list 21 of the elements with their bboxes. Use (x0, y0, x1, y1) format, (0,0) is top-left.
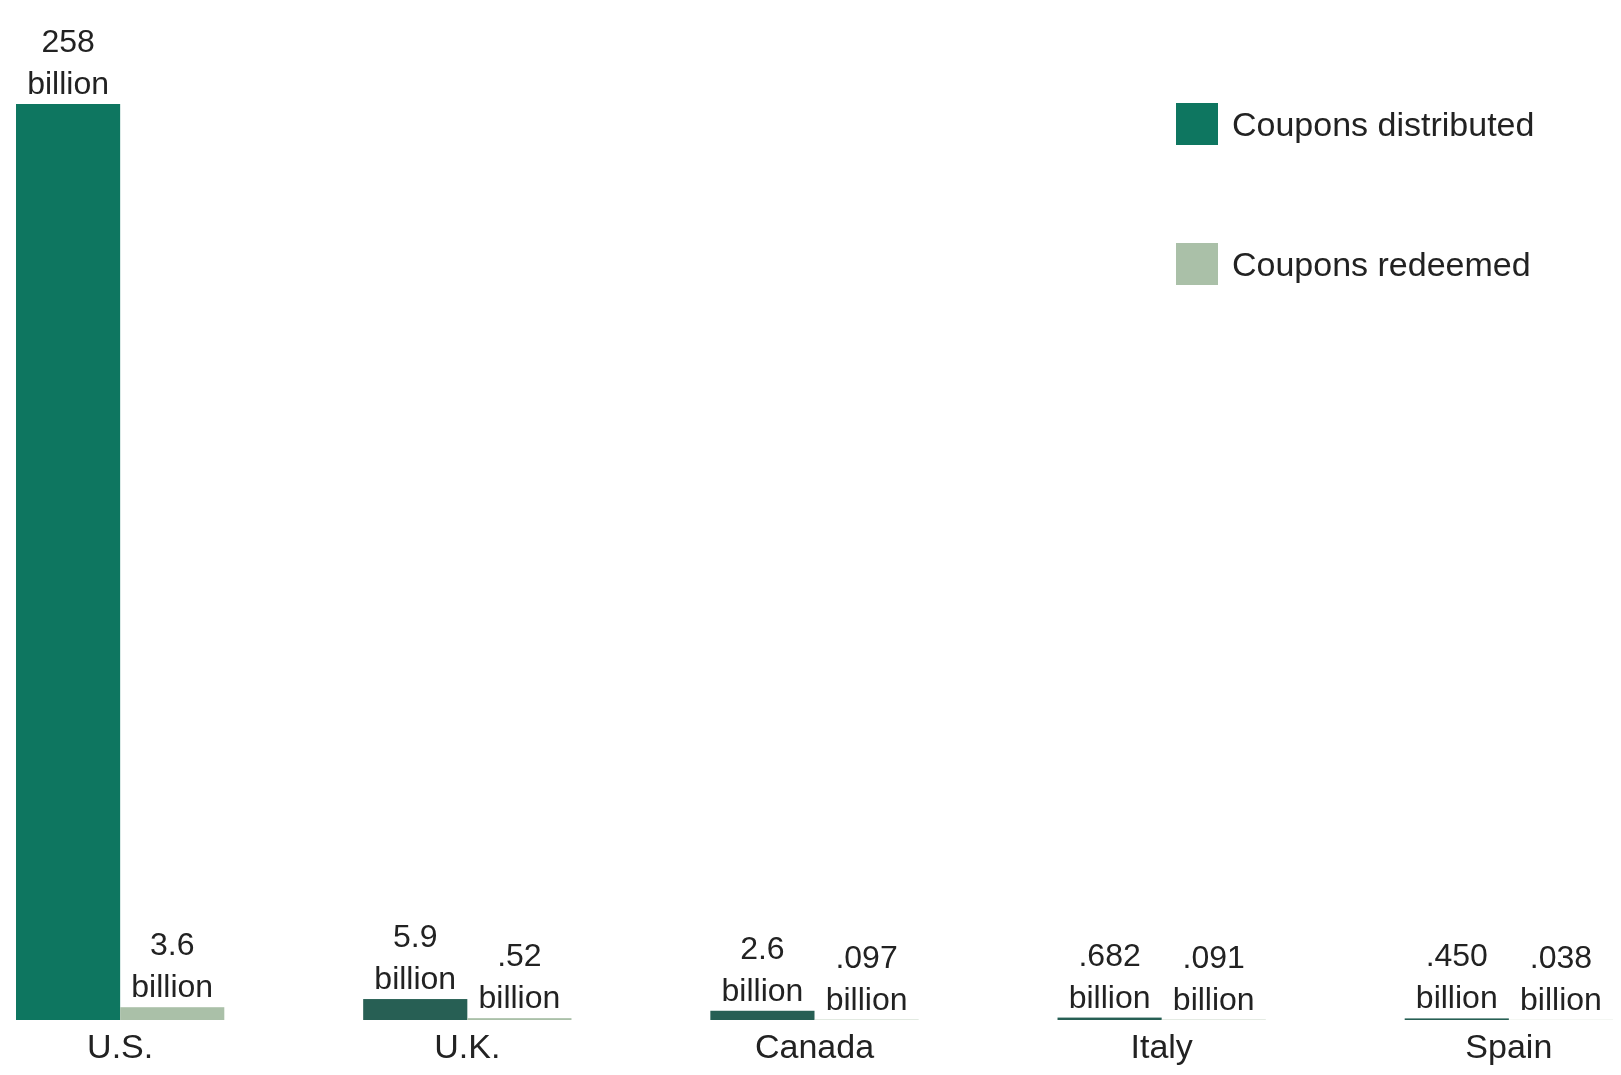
x-tick-label: Canada (754, 1027, 875, 1065)
data-label: .450 billion (1415, 937, 1498, 1016)
bar (120, 1007, 225, 1020)
bar (363, 999, 468, 1020)
legend-label: Coupons redeemed (1232, 245, 1531, 283)
legend-label: Coupons distributed (1232, 105, 1535, 143)
x-tick-label: Italy (1130, 1027, 1193, 1065)
data-label: 2.6 billion (721, 929, 804, 1008)
data-label: 5.9 billion (374, 918, 457, 997)
data-label: .038 billion (1520, 938, 1602, 1017)
x-tick-label: U.K. (434, 1027, 501, 1065)
data-label: .52 billion (478, 937, 561, 1016)
bar (710, 1010, 815, 1020)
data-label: .097 billion (825, 938, 908, 1017)
data-label: .091 billion (1172, 938, 1255, 1017)
bar (16, 104, 121, 1020)
data-label: .682 billion (1068, 936, 1151, 1015)
data-label: 258 billion (27, 23, 109, 101)
data-label: 3.6 billion (131, 926, 214, 1005)
x-tick-label: Spain (1465, 1027, 1553, 1065)
x-tick-label: U.S. (87, 1027, 154, 1065)
